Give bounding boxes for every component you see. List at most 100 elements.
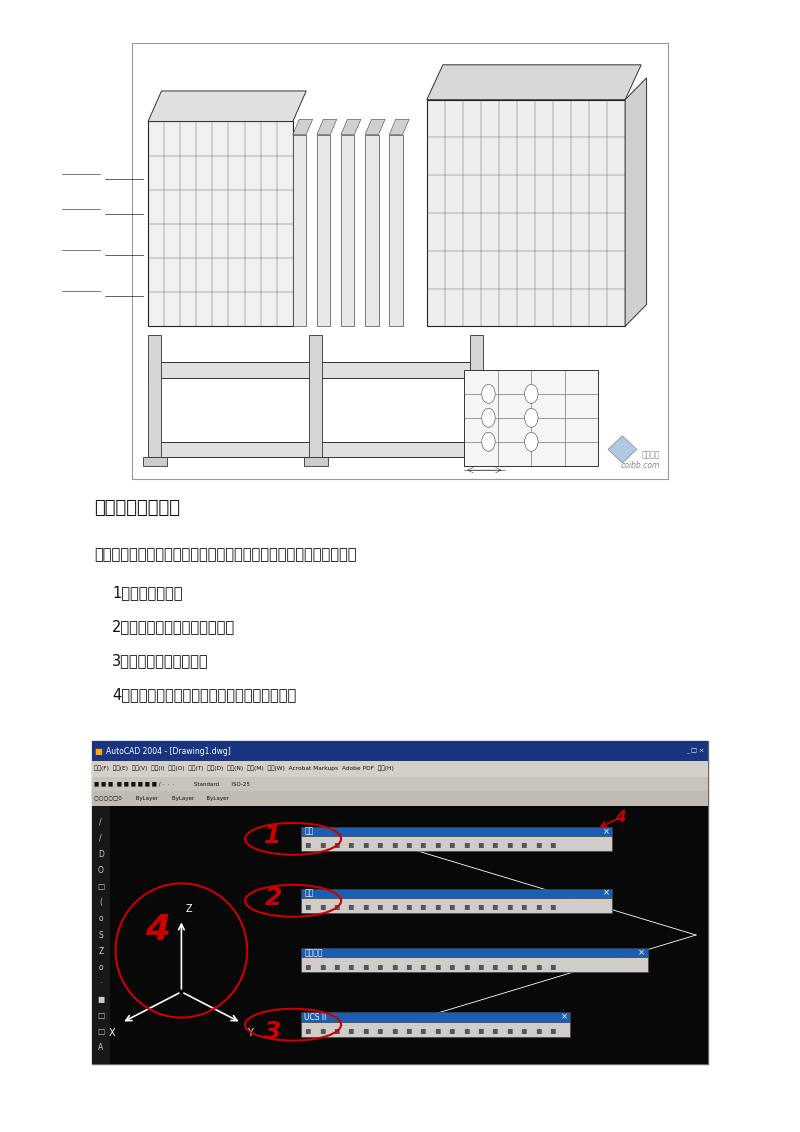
- Bar: [92, 777, 708, 791]
- Text: ▪: ▪: [390, 839, 398, 849]
- Text: ▪: ▪: [491, 1026, 498, 1035]
- Text: ▪: ▪: [462, 901, 470, 911]
- Text: UCS II: UCS II: [304, 1013, 326, 1021]
- Text: ▪: ▪: [318, 901, 326, 911]
- Text: ■: ■: [94, 747, 102, 755]
- Bar: [293, 135, 306, 326]
- Polygon shape: [148, 121, 293, 326]
- Polygon shape: [317, 119, 337, 135]
- Circle shape: [525, 409, 538, 427]
- Text: ▪: ▪: [491, 901, 498, 911]
- Text: AutoCAD 2004 - [Drawing1.dwg]: AutoCAD 2004 - [Drawing1.dwg]: [106, 747, 231, 755]
- Text: 实体编辑: 实体编辑: [304, 949, 322, 957]
- Text: ×: ×: [602, 889, 610, 898]
- Text: ▪: ▪: [506, 1026, 513, 1035]
- Text: ▪: ▪: [491, 839, 498, 849]
- Text: 3、熟练应用坐标系统；: 3、熟练应用坐标系统；: [112, 653, 209, 668]
- Text: 土木在线
coibb.com: 土木在线 coibb.com: [621, 451, 660, 470]
- Text: ▪: ▪: [448, 961, 455, 970]
- Bar: [301, 835, 612, 851]
- Text: ▪: ▪: [477, 1026, 484, 1035]
- Text: ▪: ▪: [448, 1026, 455, 1035]
- Text: ▪: ▪: [318, 839, 326, 849]
- Text: S: S: [98, 931, 103, 940]
- Text: ▪: ▪: [376, 839, 383, 849]
- Text: ▪: ▪: [448, 839, 455, 849]
- Text: /: /: [99, 817, 102, 826]
- Text: 1、等轴测视图；: 1、等轴测视图；: [112, 585, 182, 600]
- Text: ▪: ▪: [506, 901, 513, 911]
- Bar: [301, 889, 612, 898]
- Text: ×: ×: [561, 1013, 567, 1021]
- Bar: [301, 1012, 570, 1022]
- Circle shape: [482, 432, 495, 452]
- Text: ▪: ▪: [390, 901, 398, 911]
- Text: ▪: ▪: [376, 961, 383, 970]
- Text: ▪: ▪: [405, 961, 412, 970]
- Bar: [303, 457, 328, 465]
- Text: ▪: ▪: [477, 961, 484, 970]
- Text: ▪: ▪: [448, 901, 455, 911]
- Text: ▪: ▪: [419, 1026, 426, 1035]
- Bar: [301, 898, 612, 914]
- Text: ▪: ▪: [434, 1026, 441, 1035]
- Polygon shape: [341, 119, 361, 135]
- Text: _ □ ×: _ □ ×: [686, 748, 704, 754]
- Text: ▪: ▪: [534, 961, 542, 970]
- Bar: [110, 806, 708, 1064]
- Polygon shape: [608, 436, 637, 463]
- Text: (: (: [99, 899, 102, 907]
- Text: ▪: ▪: [434, 961, 441, 970]
- Text: 三维制图，第一部分是建模，而建模前首先要熟悉的就是以下几点：: 三维制图，第一部分是建模，而建模前首先要熟悉的就是以下几点：: [94, 547, 357, 561]
- Bar: [92, 791, 708, 806]
- Text: ▪: ▪: [405, 901, 412, 911]
- Bar: [92, 741, 708, 1064]
- Text: ▪: ▪: [347, 961, 354, 970]
- Text: ▪: ▪: [362, 961, 369, 970]
- Text: ▪: ▪: [462, 961, 470, 970]
- Text: ▪: ▪: [304, 839, 311, 849]
- Text: ▪: ▪: [520, 1026, 527, 1035]
- Text: ▪: ▪: [304, 901, 311, 911]
- Text: 3: 3: [265, 1020, 282, 1044]
- Text: Y: Y: [247, 1028, 253, 1038]
- Text: o: o: [98, 915, 103, 924]
- Text: ▪: ▪: [506, 961, 513, 970]
- Text: ▪: ▪: [362, 901, 369, 911]
- Text: 文件(F)  编辑(E)  视图(V)  插入(I)  格式(O)  工具(T)  绘图(D)  标注(N)  修改(M)  窗口(W)  Acrobat Ma: 文件(F) 编辑(E) 视图(V) 插入(I) 格式(O) 工具(T) 绘图(D…: [94, 766, 394, 771]
- Bar: [148, 441, 470, 457]
- Text: 4: 4: [145, 912, 170, 946]
- Text: ■: ■: [97, 995, 105, 1004]
- Text: ▪: ▪: [477, 901, 484, 911]
- Text: O: O: [98, 866, 104, 875]
- Bar: [470, 335, 483, 457]
- Bar: [390, 135, 402, 326]
- Text: ▪: ▪: [534, 839, 542, 849]
- Text: ▪: ▪: [549, 839, 556, 849]
- Text: ▪: ▪: [419, 839, 426, 849]
- Text: ○○○○□0        ByLayer        ByLayer       ByLayer: ○○○○□0 ByLayer ByLayer ByLayer: [94, 796, 229, 801]
- Text: /: /: [99, 834, 102, 842]
- Bar: [309, 335, 322, 457]
- Text: ▪: ▪: [362, 1026, 369, 1035]
- Text: 一、首先要熟悉的: 一、首先要熟悉的: [94, 499, 180, 517]
- Polygon shape: [148, 91, 306, 121]
- Bar: [92, 806, 110, 1064]
- Text: ▪: ▪: [362, 839, 369, 849]
- Bar: [464, 370, 598, 465]
- Text: ▪: ▪: [520, 839, 527, 849]
- Text: o: o: [98, 963, 103, 971]
- Polygon shape: [427, 100, 625, 326]
- Text: ▪: ▪: [462, 839, 470, 849]
- Text: ■ ■ ■  ■ ■ ■ ■ ■ ■ / ·  ·  ·           Standard       ISO-25: ■ ■ ■ ■ ■ ■ ■ ■ ■ / · · · Standard ISO-2…: [94, 781, 250, 787]
- Text: D: D: [98, 850, 104, 859]
- Text: ▪: ▪: [390, 961, 398, 970]
- Text: 2、实体创建，包括实体编辑；: 2、实体创建，包括实体编辑；: [112, 619, 235, 634]
- Text: ▪: ▪: [520, 961, 527, 970]
- Text: ▪: ▪: [405, 839, 412, 849]
- Text: ▪: ▪: [462, 1026, 470, 1035]
- Text: 2: 2: [265, 886, 282, 910]
- Circle shape: [525, 432, 538, 452]
- Text: 1: 1: [265, 824, 282, 849]
- Bar: [92, 741, 708, 761]
